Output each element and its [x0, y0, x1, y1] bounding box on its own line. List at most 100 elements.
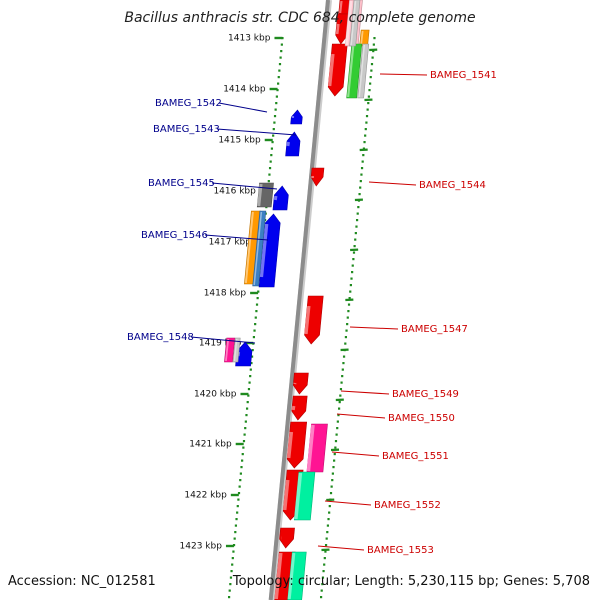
- scale-dot-outer: [355, 226, 357, 228]
- scale-dot-outer: [338, 408, 340, 410]
- reverse-gene-leader: [341, 391, 389, 394]
- scale-dot-outer: [342, 369, 344, 371]
- accession-text: Accession: NC_012581: [8, 574, 156, 589]
- scale-dot-inner: [257, 297, 259, 299]
- reverse-gene-leader: [369, 182, 416, 185]
- scale-dot-outer: [364, 135, 366, 137]
- scale-dot-outer: [358, 193, 360, 195]
- scale-dot-inner: [275, 102, 277, 104]
- reverse-gene-label: BAMEG_1541: [430, 70, 497, 81]
- scale-dot-outer: [365, 128, 367, 130]
- scale-dot-inner: [268, 180, 270, 182]
- scale-dot-outer: [353, 252, 355, 254]
- scale-dot-inner: [250, 369, 252, 371]
- scale-dot-outer: [368, 89, 370, 91]
- scale-dot-outer: [352, 265, 354, 267]
- scale-dot-inner: [278, 70, 280, 72]
- scale-dot-outer: [336, 434, 338, 436]
- scale-dot-outer: [335, 440, 337, 442]
- scale-dot-outer: [362, 161, 364, 163]
- reverse-gene-7-highlight: [293, 406, 294, 410]
- scale-dot-inner: [232, 557, 234, 559]
- scale-tick-label: 1422 kbp: [184, 491, 227, 501]
- scale-tick-label: 1416 kbp: [213, 187, 256, 197]
- scale-dot-inner: [279, 63, 281, 65]
- scale-dot-outer: [326, 538, 328, 540]
- scale-dot-outer: [370, 76, 372, 78]
- scale-dot-inner: [255, 310, 257, 312]
- scale-dot-outer: [332, 473, 334, 475]
- scale-dot-outer: [354, 239, 356, 241]
- scale-dot-inner: [244, 434, 246, 436]
- scale-dot-outer: [365, 122, 367, 124]
- feature-magenta: [307, 424, 328, 472]
- feature-orange-outer: [360, 30, 370, 46]
- scale-dot-outer: [344, 343, 346, 345]
- scale-dot-inner: [229, 590, 231, 592]
- scale-dot-outer: [354, 245, 356, 247]
- reverse-gene-label: BAMEG_1553: [367, 545, 434, 556]
- scale-dot-outer: [352, 258, 354, 260]
- reverse-gene-8: [287, 422, 307, 468]
- scale-dot-outer: [357, 206, 359, 208]
- scale-dot-inner: [232, 551, 234, 553]
- scale-dot-outer: [373, 37, 375, 39]
- scale-dot-outer: [340, 388, 342, 390]
- reverse-gene-label: BAMEG_1547: [401, 324, 468, 335]
- scale-dot-inner: [229, 583, 231, 585]
- scale-dot-outer: [348, 304, 350, 306]
- scale-dot-outer: [325, 544, 327, 546]
- forward-gene-3: [273, 186, 288, 210]
- scale-dot-inner: [234, 531, 236, 533]
- scale-dot-outer: [329, 505, 331, 507]
- scale-dot-inner: [241, 460, 243, 462]
- scale-dot-inner: [249, 375, 251, 377]
- scale-dot-outer: [320, 596, 322, 598]
- forward-gene-label: BAMEG_1543: [153, 124, 220, 135]
- forward-gene-label: BAMEG_1542: [155, 98, 222, 109]
- reverse-gene-leader: [332, 452, 379, 456]
- scale-dot-inner: [270, 154, 272, 156]
- scale-dot-inner: [239, 479, 241, 481]
- scale-dot-outer: [366, 115, 368, 117]
- scale-dot-outer: [360, 174, 362, 176]
- scale-dot-inner: [253, 336, 255, 338]
- reverse-gene-6: [293, 373, 308, 394]
- scale-dot-inner: [278, 76, 280, 78]
- scale-dot-inner: [273, 128, 275, 130]
- forward-gene-1: [291, 110, 303, 124]
- scale-dot-outer: [323, 564, 325, 566]
- scale-dot-outer: [356, 219, 358, 221]
- scale-dot-inner: [240, 473, 242, 475]
- scale-dot-inner: [254, 323, 256, 325]
- scale-dot-inner: [255, 317, 257, 319]
- scale-dot-outer: [349, 291, 351, 293]
- forward-gene-leader: [219, 103, 267, 112]
- scale-dot-inner: [244, 427, 246, 429]
- scale-tick-label: 1423 kbp: [180, 542, 223, 552]
- reverse-gene-3: [328, 44, 347, 96]
- scale-dot-outer: [351, 271, 353, 273]
- scale-dot-outer: [339, 401, 341, 403]
- scale-dot-outer: [359, 187, 361, 189]
- scale-tick-label: 1420 kbp: [194, 390, 237, 400]
- scale-dot-inner: [272, 135, 274, 137]
- scale-dot-outer: [322, 570, 324, 572]
- map-title: Bacillus anthracis str. CDC 684, complet…: [0, 10, 600, 26]
- scale-dot-outer: [345, 330, 347, 332]
- forward-gene-2-highlight: [288, 142, 289, 146]
- scale-dot-outer: [368, 96, 370, 98]
- scale-dot-outer: [371, 63, 373, 65]
- scale-dot-outer: [360, 180, 362, 182]
- feature-gray: [257, 183, 273, 207]
- scale-dot-outer: [343, 356, 345, 358]
- scale-dot-inner: [277, 83, 279, 85]
- scale-dot-inner: [240, 466, 242, 468]
- scale-dot-outer: [370, 70, 372, 72]
- scale-dot-outer: [363, 141, 365, 143]
- scale-dot-inner: [248, 388, 250, 390]
- scale-dot-inner: [276, 96, 278, 98]
- scale-dot-outer: [334, 453, 336, 455]
- scale-tick-label: 1413 kbp: [228, 34, 271, 44]
